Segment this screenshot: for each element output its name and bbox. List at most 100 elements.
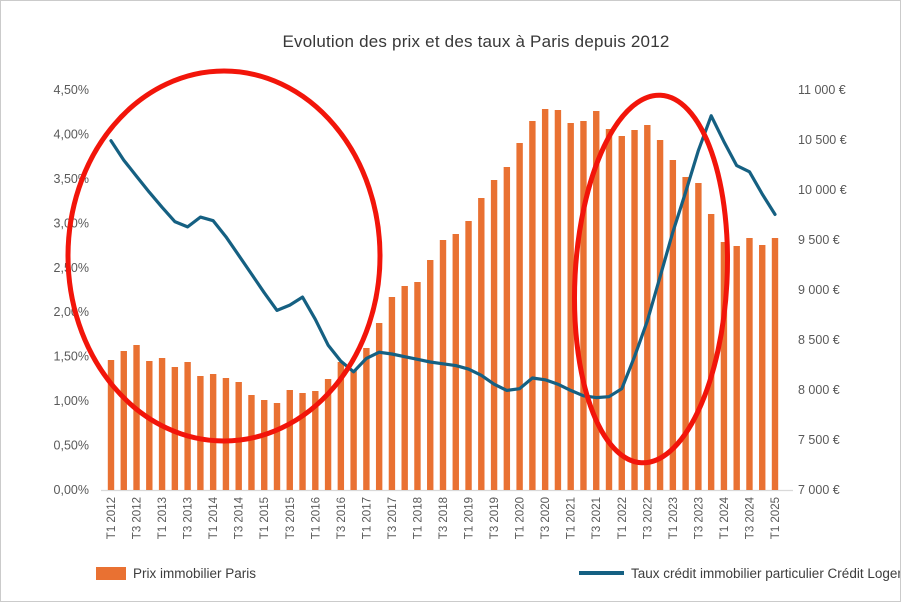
x-axis-tick-label: T3 2019 xyxy=(489,497,501,539)
right-axis-tick-label: 10 000 € xyxy=(798,183,847,197)
price-bar xyxy=(720,242,728,490)
x-axis-tick-label: T3 2022 xyxy=(642,497,654,539)
price-bar xyxy=(107,360,115,490)
x-axis-tick-label: T1 2023 xyxy=(668,497,680,539)
price-bar xyxy=(541,109,549,490)
x-axis-tick-label: T3 2024 xyxy=(744,496,756,539)
price-bar xyxy=(567,123,574,490)
price-bar xyxy=(452,234,459,490)
price-bar xyxy=(644,125,651,490)
left-axis-tick-label: 4,50% xyxy=(54,83,89,97)
annotation-ellipse-left xyxy=(65,68,383,444)
x-axis-tick-label: T3 2018 xyxy=(438,497,450,539)
price-bar xyxy=(146,361,153,490)
legend-item-taux: Taux crédit immobilier particulier Crédi… xyxy=(579,562,901,584)
x-axis-tick-label: T3 2013 xyxy=(183,497,195,539)
right-axis-tick-label: 9 000 € xyxy=(798,283,840,297)
price-bar xyxy=(171,367,179,490)
price-bar xyxy=(593,111,600,490)
price-bar xyxy=(707,214,715,490)
x-axis-tick-label: T1 2012 xyxy=(106,497,118,539)
price-bar xyxy=(580,121,587,490)
x-axis-tick-label: T3 2023 xyxy=(693,497,705,539)
legend-label-taux: Taux crédit immobilier particulier Crédi… xyxy=(631,565,901,581)
x-axis-tick-label: T1 2013 xyxy=(157,497,169,539)
right-axis-tick-label: 7 500 € xyxy=(798,433,840,447)
x-axis-tick-label: T1 2015 xyxy=(259,497,271,539)
x-axis-tick-label: T1 2014 xyxy=(208,496,220,539)
price-bar xyxy=(682,177,689,490)
right-axis-tick-label: 8 500 € xyxy=(798,333,840,347)
left-axis-tick-label: 0,50% xyxy=(54,439,89,453)
x-axis-tick-label: T3 2017 xyxy=(387,497,399,539)
price-bar xyxy=(337,362,345,490)
x-axis-tick-label: T1 2018 xyxy=(412,497,424,539)
price-bar xyxy=(273,403,281,490)
right-axis-tick-label: 10 500 € xyxy=(798,133,847,147)
price-bar xyxy=(299,393,306,490)
legend-item-prix: Prix immobilier Paris xyxy=(96,562,256,584)
price-bar xyxy=(286,390,293,490)
x-axis-tick-label: T1 2020 xyxy=(515,497,527,539)
taux-line xyxy=(109,114,777,400)
annotation-ellipse-right xyxy=(571,92,731,466)
right-axis-tick-label: 11 000 € xyxy=(798,83,846,97)
chart-title: Evolution des prix et des taux à Paris d… xyxy=(282,32,670,51)
price-bar xyxy=(324,379,332,490)
left-axis-tick-label: 1,50% xyxy=(54,350,89,364)
price-bar xyxy=(375,323,383,490)
price-bar xyxy=(222,378,230,490)
price-bar xyxy=(656,140,664,490)
price-bar xyxy=(503,167,511,490)
x-axis-tick-label: T3 2014 xyxy=(234,496,246,539)
left-axis-tick-label: 4,00% xyxy=(54,127,89,141)
price-bar xyxy=(605,129,613,490)
legend-line-swatch-icon xyxy=(579,571,624,575)
price-bar xyxy=(133,345,140,490)
x-axis-tick-label: T1 2022 xyxy=(617,497,629,539)
right-axis-tick-label: 8 000 € xyxy=(798,383,840,397)
price-bar xyxy=(261,400,268,490)
price-bar xyxy=(414,282,421,490)
price-bar xyxy=(695,183,702,490)
x-axis-tick-label: T3 2021 xyxy=(591,497,603,539)
right-axis-tick-label: 9 500 € xyxy=(798,233,840,247)
price-bar xyxy=(669,160,677,490)
price-bar xyxy=(427,260,434,490)
x-axis-tick-label: T1 2019 xyxy=(464,497,476,539)
price-bar xyxy=(516,143,523,490)
price-bar xyxy=(350,370,357,490)
left-axis-tick-label: 2,00% xyxy=(54,305,89,319)
price-bar xyxy=(733,246,740,490)
price-bar xyxy=(490,180,498,490)
price-bar xyxy=(771,238,779,490)
left-axis-tick-label: 0,00% xyxy=(54,483,89,497)
price-bar xyxy=(618,136,625,490)
x-axis-tick-label: T3 2020 xyxy=(540,497,552,539)
x-axis-tick-label: T3 2012 xyxy=(132,497,144,539)
left-axis-tick-label: 1,00% xyxy=(54,394,89,408)
price-bar xyxy=(746,238,753,490)
x-axis-tick-label: T1 2025 xyxy=(770,497,782,539)
price-bar xyxy=(478,198,485,490)
price-bar xyxy=(197,376,204,490)
price-bar xyxy=(312,391,319,490)
price-bar xyxy=(388,297,396,490)
x-axis-tick-label: T1 2017 xyxy=(361,497,373,539)
price-bar xyxy=(465,221,472,490)
right-axis-tick-label: 7 000 € xyxy=(798,483,840,497)
legend-bar-swatch-icon xyxy=(96,566,126,580)
price-bar xyxy=(401,286,408,490)
x-axis-tick-label: T3 2016 xyxy=(336,497,348,539)
left-axis-tick-label: 2,50% xyxy=(54,261,89,275)
price-bar xyxy=(529,121,536,490)
x-axis-tick-label: T3 2015 xyxy=(285,497,297,539)
price-bar xyxy=(184,362,191,490)
price-bar xyxy=(759,245,766,490)
x-axis-tick-label: T1 2016 xyxy=(310,497,322,539)
price-bar xyxy=(209,374,217,490)
price-bar xyxy=(120,351,127,490)
price-bar xyxy=(235,382,242,490)
